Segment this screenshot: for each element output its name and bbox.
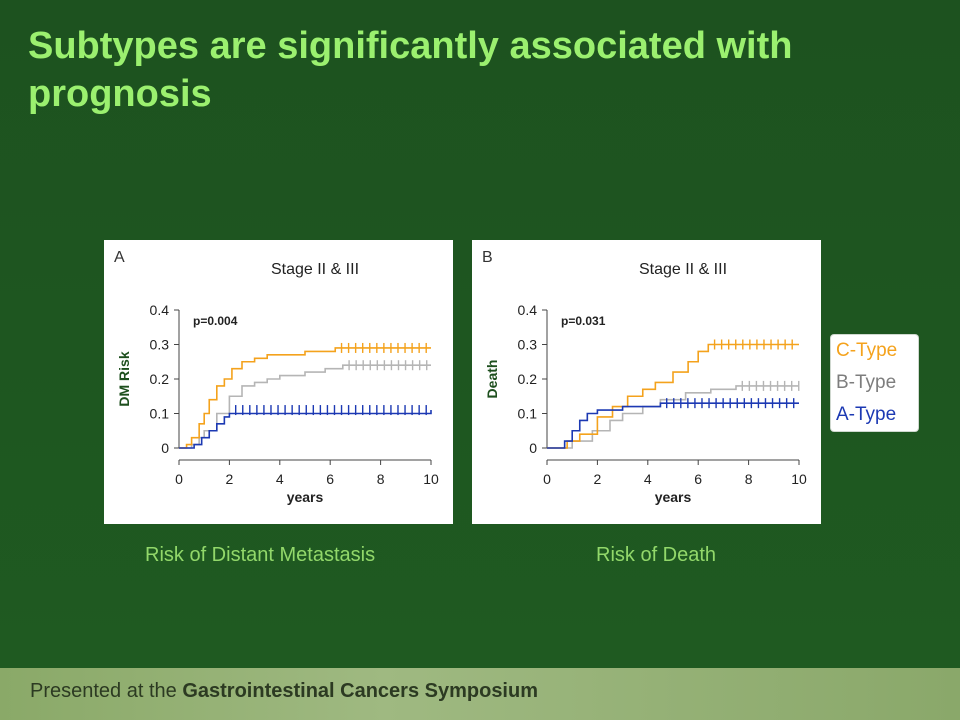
chart-title: Stage II & III	[639, 261, 727, 278]
caption-death: Risk of Death	[596, 544, 717, 566]
y-tick-label: 0.3	[518, 337, 538, 353]
chart-title: Stage II & III	[271, 261, 359, 278]
x-tick-label: 6	[694, 471, 702, 487]
chart-panel-b: B Stage II & III p=0.031 0 0.1 0.2 0.3 0.4 0 2 4 6 8…	[472, 240, 821, 524]
y-tick-label: 0	[161, 440, 169, 456]
series-line-c-type	[547, 343, 799, 449]
x-tick-label: 2	[594, 471, 602, 487]
x-tick-label: 8	[745, 471, 753, 487]
x-tick-label: 8	[377, 471, 385, 487]
footer-text: Presented at the Gastrointestinal Cancer…	[30, 680, 538, 703]
x-tick-label: 10	[791, 471, 807, 487]
panel-label: B	[482, 249, 493, 266]
p-value-annotation: p=0.031	[561, 314, 606, 328]
x-tick-label: 0	[543, 471, 551, 487]
series-line-a-type	[547, 402, 799, 449]
x-tick-label: 4	[644, 471, 652, 487]
x-tick-label: 10	[423, 471, 439, 487]
type-legend: C-Type B-Type A-Type	[831, 335, 918, 431]
caption-distant-metastasis: Risk of Distant Metastasis	[145, 544, 376, 566]
x-axis-label: years	[287, 489, 324, 505]
slide-title: Subtypes are significantly associated wi…	[28, 25, 793, 115]
series-line-a-type	[179, 410, 432, 449]
x-tick-label: 0	[175, 471, 183, 487]
y-axis-label: DM Risk	[116, 351, 132, 406]
legend-item-c-type: C-Type	[836, 340, 898, 361]
km-chart-death: B Stage II & III p=0.031 0 0.1 0.2 0.3 0.4 0 2 4 6 8…	[482, 249, 807, 505]
footer-symposium-name: Gastrointestinal Cancers Symposium	[182, 680, 538, 702]
legend-item-b-type: B-Type	[836, 372, 897, 393]
footer-banner: Presented at the Gastrointestinal Cancer…	[0, 668, 960, 720]
y-tick-label: 0.2	[150, 371, 170, 387]
y-tick-label: 0.3	[150, 337, 170, 353]
x-tick-label: 6	[326, 471, 334, 487]
series-line-b-type	[179, 364, 431, 449]
y-axis-label: Death	[484, 360, 500, 399]
p-value-annotation: p=0.004	[193, 314, 238, 328]
y-tick-label: 0.2	[518, 371, 538, 387]
y-tick-label: 0.4	[150, 302, 170, 318]
x-axis-label: years	[655, 489, 692, 505]
footer-prefix: Presented at the	[30, 680, 183, 702]
y-tick-label: 0	[529, 440, 537, 456]
legend-item-a-type: A-Type	[836, 404, 897, 425]
chart-panel-a: A Stage II & III p=0.004 0 0.1 0.2 0.3 0.4 0 2 4 6 8…	[104, 240, 453, 524]
x-tick-label: 2	[226, 471, 234, 487]
panel-label: A	[114, 249, 125, 266]
y-tick-label: 0.1	[518, 406, 538, 422]
y-tick-label: 0.4	[518, 302, 538, 318]
x-tick-label: 4	[276, 471, 284, 487]
series-line-b-type	[547, 385, 799, 449]
km-chart-dm-risk: A Stage II & III p=0.004 0 0.1 0.2 0.3 0.4 0 2 4 6 8…	[114, 249, 439, 505]
y-tick-label: 0.1	[150, 406, 170, 422]
series-line-c-type	[179, 347, 431, 449]
